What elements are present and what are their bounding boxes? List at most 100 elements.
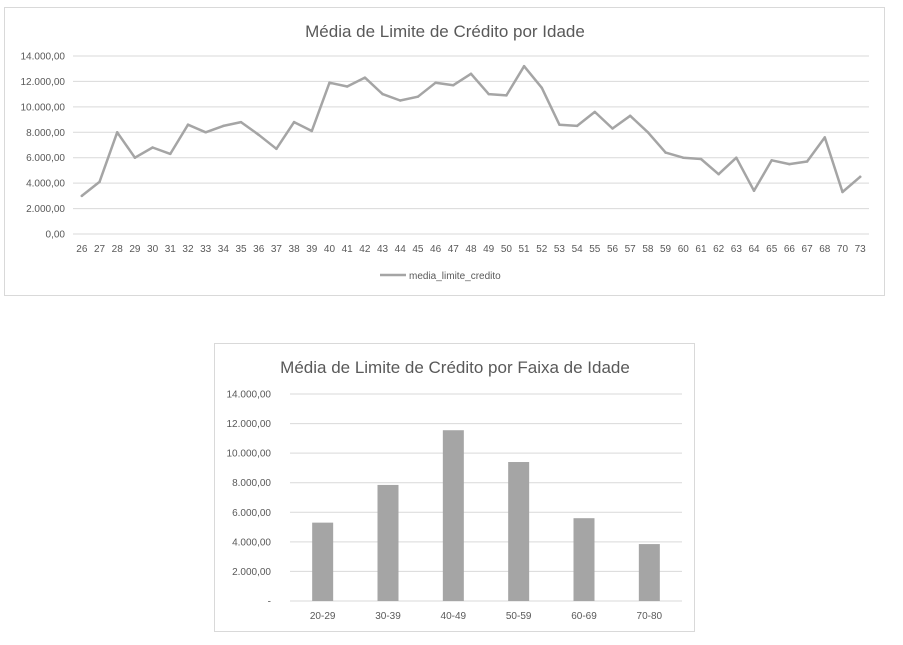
data-point (257, 133, 260, 137)
data-point (434, 81, 437, 84)
x-tick-label: 35 (235, 244, 247, 255)
y-tick-label: 2.000,00 (26, 204, 65, 215)
line-chart: Média de Limite de Crédito por Idade 0,0… (21, 22, 869, 282)
series-line (80, 64, 862, 198)
x-tick-label: 31 (165, 244, 177, 255)
y-tick-label: 12.000,00 (21, 77, 66, 88)
x-tick-label: 51 (519, 244, 531, 255)
x-tick-label: 64 (748, 244, 760, 255)
x-tick-label: 60-69 (571, 611, 597, 622)
data-point (151, 146, 154, 149)
data-point (133, 156, 137, 159)
x-tick-label: 65 (766, 244, 778, 255)
line-chart-panel: Média de Limite de Crédito por Idade 0,0… (4, 7, 885, 296)
x-tick-label: 28 (112, 244, 124, 255)
data-point (275, 147, 278, 151)
data-point (593, 110, 597, 114)
x-tick-label: 63 (731, 244, 743, 255)
data-point (98, 180, 101, 184)
bar-chart-title: Média de Limite de Crédito por Faixa de … (280, 358, 630, 377)
x-tick-label: 54 (572, 244, 584, 255)
y-tick-label: 10.000,00 (21, 102, 66, 113)
data-point (452, 83, 455, 87)
bar (638, 544, 660, 601)
x-tick-label: 44 (395, 244, 407, 255)
data-point (239, 120, 243, 124)
x-tick-label: 41 (342, 244, 354, 255)
x-tick-label: 37 (271, 244, 283, 255)
data-point (292, 120, 296, 124)
x-tick-label: 26 (76, 244, 88, 255)
data-point (416, 95, 420, 98)
x-tick-label: 57 (625, 244, 637, 255)
x-tick-label: 56 (607, 244, 619, 255)
x-tick-label: 52 (536, 244, 548, 255)
x-tick-label: 53 (554, 244, 566, 255)
data-point (805, 160, 809, 163)
y-tick-label: 4.000,00 (232, 537, 271, 548)
data-point (487, 92, 490, 96)
data-point (717, 172, 720, 176)
data-point (115, 131, 119, 134)
data-point (186, 123, 190, 126)
x-tick-label: 55 (589, 244, 601, 255)
y-tick-label: 4.000,00 (26, 179, 65, 190)
x-tick-label: 50-59 (506, 611, 532, 622)
data-point (699, 157, 703, 161)
data-point (611, 127, 614, 130)
data-point (522, 64, 526, 68)
y-tick-label: 6.000,00 (232, 508, 271, 519)
x-tick-label: 40-49 (441, 611, 467, 622)
x-tick-label: 40 (324, 244, 336, 255)
y-tick-label: 2.000,00 (232, 567, 271, 578)
bar (442, 430, 464, 601)
data-point (858, 175, 862, 179)
x-tick-label: 39 (306, 244, 318, 255)
x-tick-label: 62 (713, 244, 725, 255)
x-tick-label: 48 (465, 244, 477, 255)
x-tick-label: 59 (660, 244, 672, 255)
x-tick-label: 45 (412, 244, 424, 255)
data-point (558, 123, 561, 126)
data-point (381, 92, 384, 96)
x-tick-label: 20-29 (310, 611, 336, 622)
data-point (169, 152, 172, 156)
x-tick-label: 33 (200, 244, 212, 255)
legend-label: media_limite_credito (409, 271, 501, 282)
y-tick-label: 8.000,00 (232, 478, 271, 489)
x-tick-label: 46 (430, 244, 442, 255)
bar (377, 484, 399, 601)
data-point (682, 156, 685, 159)
bar-chart: Média de Limite de Crédito por Faixa de … (227, 358, 682, 622)
y-tick-label: 0,00 (46, 230, 66, 241)
y-tick-label: 6.000,00 (26, 153, 65, 164)
y-tick-label: 12.000,00 (227, 419, 272, 430)
x-tick-label: 49 (483, 244, 495, 255)
data-point (204, 131, 207, 134)
x-tick-label: 67 (802, 244, 814, 255)
y-tick-label: - (268, 597, 271, 608)
data-point (628, 114, 632, 118)
data-point (222, 124, 225, 128)
x-tick-label: 36 (253, 244, 265, 255)
x-tick-label: 30-39 (375, 611, 401, 622)
data-point (80, 194, 84, 198)
data-point (841, 190, 844, 194)
data-point (646, 131, 650, 134)
y-tick-label: 8.000,00 (26, 128, 65, 139)
bar (508, 462, 530, 601)
x-tick-label: 27 (94, 244, 106, 255)
data-point (540, 86, 544, 90)
data-point (788, 162, 791, 166)
x-tick-label: 29 (129, 244, 141, 255)
x-tick-label: 42 (359, 244, 371, 255)
data-point (752, 189, 756, 193)
x-tick-label: 50 (501, 244, 513, 255)
bar (573, 518, 595, 601)
bar (312, 522, 334, 601)
y-tick-label: 14.000,00 (21, 52, 66, 63)
data-point (310, 129, 314, 133)
data-point (664, 151, 667, 154)
x-tick-label: 66 (784, 244, 796, 255)
data-point (328, 81, 331, 84)
